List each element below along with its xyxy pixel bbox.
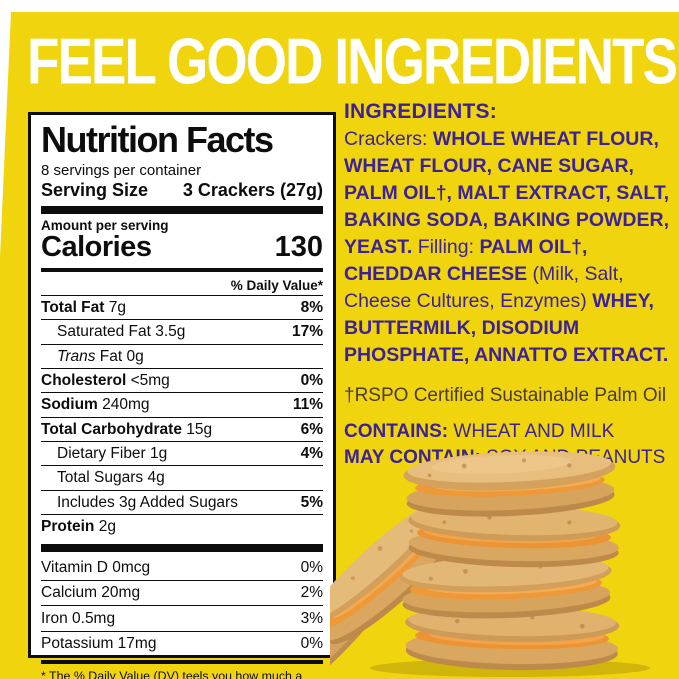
nutrition-row: Protein 2g — [41, 515, 323, 538]
daily-value-header: % Daily Value* — [41, 275, 323, 296]
serving-size-row: Serving Size 3 Crackers (27g) — [41, 180, 323, 201]
nutrient-name: Total Fat — [41, 298, 105, 316]
nutrient-amount: 1g — [145, 445, 168, 463]
vitamin-row: Iron 0.5mg 3% — [41, 606, 323, 632]
nutrition-row: Total Fat 7g 8% — [41, 296, 323, 321]
nutrient-amount: <5mg — [126, 371, 170, 389]
nutrient-dv: 5% — [300, 493, 323, 511]
cracker-stack-photo — [330, 451, 650, 679]
nutrient-amount: Fat 0g — [95, 347, 144, 365]
nutrient-dv: 8% — [300, 298, 323, 316]
vitamin-name: Vitamin D 0mcg — [41, 559, 151, 577]
contains-label: CONTAINS: — [344, 421, 449, 442]
ingredients-heading: INGREDIENTS: — [344, 100, 497, 123]
ingredients-run: WHOLE WHEAT FLOUR, WHEAT FLOUR, CANE SUG… — [344, 128, 670, 258]
vitamin-dv: 0% — [300, 559, 323, 577]
nutrient-dv: 11% — [292, 396, 323, 414]
nutrition-row: Sodium 240mg 11% — [41, 393, 323, 418]
nutrient-name: Sodium — [41, 396, 98, 414]
calories-label: Calories — [41, 230, 152, 263]
contains-line: CONTAINS: WHEAT AND MILK — [344, 419, 670, 445]
nutrient-dv: 17% — [291, 323, 323, 341]
vitamin-row: Potassium 17mg 0% — [41, 632, 323, 656]
vitamin-dv: 2% — [300, 584, 323, 602]
vitamin-dv: 0% — [300, 635, 323, 653]
nutrient-amount: 240mg — [97, 396, 150, 414]
nutrient-dv: 4% — [300, 445, 323, 463]
corner-wedge — [0, 12, 11, 257]
serving-size-value: 3 Crackers (27g) — [182, 179, 323, 200]
nutrient-name: Protein — [41, 518, 95, 536]
nutrient-name: Dietary Fiber — [57, 445, 146, 463]
header: FEEL GOOD INGREDIENTS — [27, 24, 678, 98]
vitamin-name: Iron 0.5mg — [41, 609, 116, 627]
nutrition-row: Dietary Fiber 1g 4% — [41, 442, 323, 467]
serving-size-label: Serving Size — [41, 179, 149, 200]
nutrition-row: Trans Fat 0g — [41, 345, 323, 369]
nutrient-name: Total Carbohydrate — [41, 420, 182, 438]
nutrition-row: Total Carbohydrate 15g 6% — [41, 418, 323, 443]
calories-row: Calories 130 — [41, 231, 323, 264]
daily-value-footnote: * The % Daily Value (DV) teels you how m… — [41, 669, 303, 679]
nutrient-amount: 15g — [181, 420, 213, 438]
nutrient-name: Cholesterol — [41, 371, 127, 389]
vitamin-row: Vitamin D 0mcg 0% — [41, 556, 323, 581]
nutrient-name: Saturated Fat — [57, 323, 151, 341]
thick-divider — [41, 205, 323, 214]
page-title: FEEL GOOD INGREDIENTS — [27, 25, 678, 99]
ingredients-list: Crackers: WHOLE WHEAT FLOUR, WHEAT FLOUR… — [344, 126, 670, 369]
ingredients-run: Filling: — [417, 236, 480, 258]
vitamin-dv: 3% — [300, 609, 323, 627]
nutrient-amount: 3.5g — [150, 323, 186, 341]
nutrition-facts-panel: Nutrition Facts 8 servings per container… — [28, 112, 336, 679]
ingredients-run: WHEY, BUTTERMILK, DISODIUM PHOSPHATE, AN… — [344, 290, 669, 366]
ingredients-run: PALM OIL†, CHEDDAR CHEESE — [344, 236, 588, 285]
contains-value: WHEAT AND MILK — [448, 421, 615, 442]
nutrition-facts-title: Nutrition Facts — [41, 119, 274, 160]
nutrition-row: Total Sugars 4g — [41, 466, 323, 491]
servings-per-container: 8 servings per container — [41, 161, 202, 179]
nutrient-name: Includes 3g Added Sugars — [57, 493, 238, 511]
nutrient-dv: 0% — [300, 371, 323, 389]
thick-divider — [41, 543, 323, 552]
ingredients-run: (Milk, Salt, Cheese Cultures, Enzymes) — [344, 263, 624, 312]
calories-value: 130 — [274, 230, 323, 263]
rspo-note: †RSPO Certified Sustainable Palm Oil — [344, 385, 667, 406]
nutrition-row: Saturated Fat 3.5g 17% — [41, 320, 323, 345]
medium-divider — [41, 660, 323, 665]
medium-divider — [41, 267, 323, 272]
nutrient-amount: 7g — [104, 298, 126, 316]
ingredients-section: INGREDIENTS: Crackers: WHOLE WHEAT FLOUR… — [344, 100, 670, 471]
nutrient-name: Total Sugars — [57, 469, 144, 487]
nutrient-dv: 6% — [300, 420, 323, 438]
nutrition-row: Includes 3g Added Sugars 5% — [41, 491, 323, 516]
vitamin-name: Calcium 20mg — [41, 584, 141, 602]
vitamin-name: Potassium 17mg — [41, 635, 157, 653]
nutrient-amount: 2g — [94, 518, 116, 536]
ingredients-run: Crackers: — [344, 128, 433, 150]
vitamin-row: Calcium 20mg 2% — [41, 581, 323, 607]
amount-per-serving: Amount per serving — [41, 217, 169, 233]
nutrient-name: Trans — [57, 347, 96, 365]
nutrient-amount: 4g — [143, 469, 165, 487]
nutrition-row: Cholesterol <5mg 0% — [41, 369, 323, 394]
